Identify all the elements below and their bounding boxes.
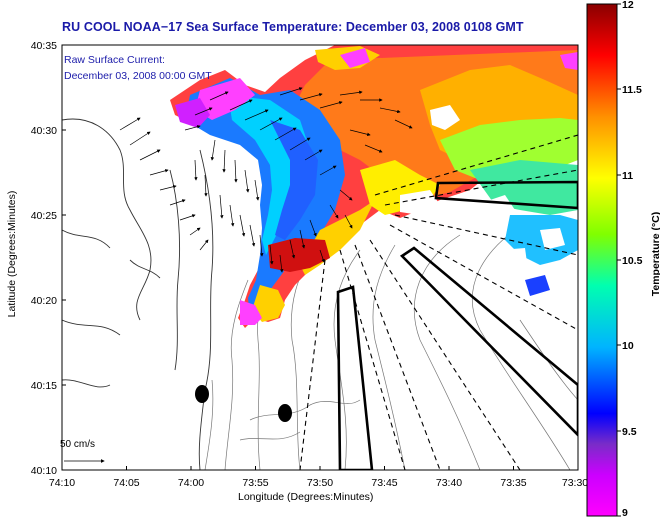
map-title: RU COOL NOAA−17 Sea Surface Temperature:… <box>62 20 524 34</box>
colorbar-tick-label: 10.5 <box>622 255 643 267</box>
colorbar-tick-marks <box>617 3 621 517</box>
overlay-line-1: Raw Surface Current: <box>64 54 165 66</box>
coastline <box>62 118 214 470</box>
disposal-sites <box>195 385 292 422</box>
y-tick-label: 40:35 <box>31 40 57 52</box>
colorbar-tick-label: 10 <box>622 340 634 352</box>
x-tick-label: 73:50 <box>307 477 333 489</box>
restricted-zones <box>336 180 578 470</box>
y-axis-label: Latitude (Degrees:Minutes) <box>6 190 18 318</box>
cloud-mask <box>400 105 565 278</box>
x-tick-label: 73:45 <box>371 477 397 489</box>
colorbar-tick-label: 9 <box>622 507 628 519</box>
colorbar-label: Temperature (°C) <box>650 211 660 297</box>
colorbar-tick-label: 11 <box>622 170 633 182</box>
y-tick-label: 40:30 <box>31 125 57 137</box>
colorbar-tick-label: 11.5 <box>622 84 642 96</box>
x-tick-marks <box>61 466 579 470</box>
scale-label: 50 cm/s <box>60 439 96 450</box>
current-vectors <box>119 87 413 273</box>
x-tick-label: 73:40 <box>436 477 462 489</box>
overlay-line-2: December 03, 2008 00:00 GMT <box>64 70 212 82</box>
colorbar <box>586 3 618 517</box>
x-tick-label: 74:10 <box>49 477 75 489</box>
x-tick-label: 74:05 <box>113 477 139 489</box>
x-tick-label: 73:30 <box>562 477 588 489</box>
colorbar-tick-label: 9.5 <box>622 426 637 438</box>
colorbar-tick-label: 12 <box>622 0 634 11</box>
y-tick-label: 40:15 <box>31 380 57 392</box>
x-axis-label: Longitude (Degrees:Minutes) <box>238 491 374 503</box>
x-tick-label: 73:35 <box>500 477 526 489</box>
y-tick-label: 40:20 <box>31 295 57 307</box>
x-tick-label: 73:55 <box>242 477 268 489</box>
y-tick-label: 40:25 <box>31 210 57 222</box>
y-tick-marks <box>62 44 66 471</box>
y-tick-label: 40:10 <box>31 465 57 477</box>
x-tick-label: 74:00 <box>178 477 204 489</box>
